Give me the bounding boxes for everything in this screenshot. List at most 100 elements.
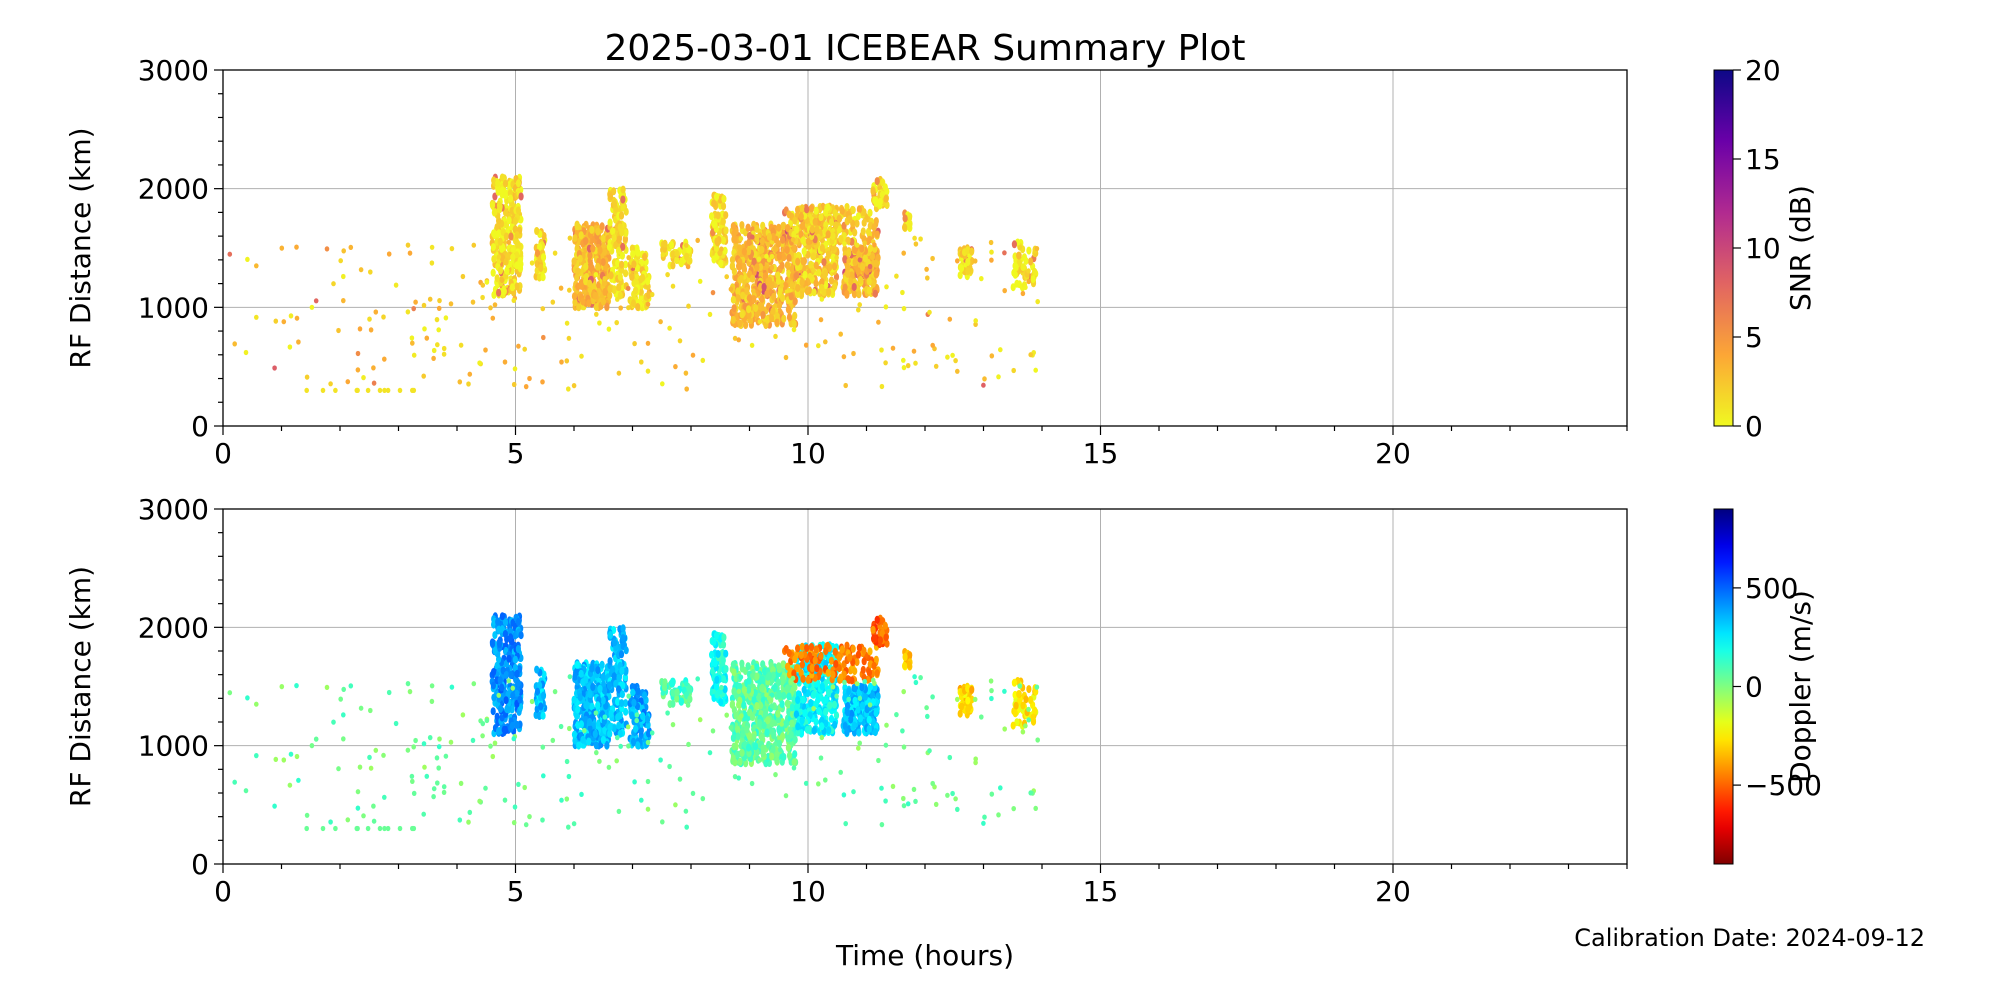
data-point (867, 244, 874, 253)
data-point (616, 370, 622, 376)
data-point (508, 232, 514, 241)
data-point (785, 305, 792, 314)
data-point (723, 226, 729, 235)
data-point (730, 734, 737, 742)
data-point (538, 702, 544, 711)
data-point (600, 258, 606, 267)
y-tick-label: 3000 (138, 54, 209, 87)
data-point (821, 696, 827, 705)
data-point (484, 279, 490, 285)
data-point (639, 359, 644, 365)
data-point (720, 202, 727, 211)
data-point (491, 255, 497, 264)
data-point (731, 742, 737, 751)
data-point (860, 665, 866, 674)
data-point (1013, 263, 1019, 272)
data-point (722, 246, 728, 255)
data-point (642, 691, 648, 700)
data-point (788, 657, 794, 666)
data-point (678, 259, 685, 267)
data-point (836, 653, 842, 662)
data-point (760, 311, 766, 319)
data-point (583, 675, 589, 684)
data-point (674, 256, 680, 265)
data-point (801, 685, 807, 694)
data-point (843, 382, 848, 389)
data-point (907, 212, 913, 221)
data-point (973, 318, 978, 324)
data-point (635, 741, 641, 750)
data-point (754, 672, 760, 681)
data-point (854, 658, 860, 667)
data-point (989, 249, 994, 255)
data-point (927, 309, 932, 315)
data-point (616, 685, 622, 694)
data-point (874, 177, 880, 186)
data-point (410, 340, 415, 346)
data-point (781, 314, 787, 323)
data-point (1020, 263, 1026, 272)
data-point (645, 277, 651, 286)
data-point (597, 320, 602, 326)
data-point (769, 692, 775, 698)
data-point (616, 674, 622, 683)
data-point (579, 791, 584, 798)
data-point (483, 347, 488, 353)
data-point (490, 753, 496, 760)
data-point (818, 213, 824, 222)
data-point (766, 257, 772, 263)
data-point (466, 819, 471, 825)
data-point (850, 206, 856, 215)
data-point (632, 779, 637, 785)
data-point (515, 618, 522, 626)
data-point (499, 173, 505, 182)
data-point (735, 287, 741, 296)
data-point (411, 387, 417, 393)
data-point (458, 342, 464, 348)
data-point (737, 319, 743, 328)
data-point (635, 303, 641, 311)
data-point (1010, 283, 1016, 292)
data-point (619, 251, 626, 260)
data-point (845, 236, 851, 245)
data-point (1023, 256, 1029, 265)
data-point (965, 684, 971, 693)
data-point (601, 247, 608, 256)
data-point (510, 253, 516, 262)
data-point (619, 666, 625, 675)
data-point (905, 801, 911, 807)
data-point (856, 643, 863, 652)
data-point (646, 291, 652, 300)
data-point (583, 237, 589, 245)
data-point (687, 695, 693, 704)
data-point (645, 778, 651, 785)
data-point (514, 720, 520, 729)
data-point (933, 363, 939, 369)
data-point (754, 748, 760, 757)
data-point (849, 237, 855, 246)
x-tick-label: 15 (1083, 437, 1119, 470)
data-point (912, 235, 917, 241)
data-point (357, 326, 363, 332)
data-point (760, 749, 766, 758)
data-point (826, 726, 832, 735)
data-point (930, 780, 935, 787)
data-point (623, 229, 629, 238)
data-point (309, 304, 315, 310)
data-point (989, 688, 994, 694)
data-point (874, 669, 880, 678)
data-point (795, 251, 802, 260)
data-point (620, 624, 626, 633)
data-point (754, 663, 760, 672)
data-point (913, 679, 919, 686)
data-point (600, 736, 607, 744)
data-point (814, 225, 820, 234)
data-point (784, 246, 790, 254)
data-point (587, 279, 593, 288)
data-point (834, 255, 839, 261)
data-point (490, 243, 496, 252)
data-point (799, 222, 806, 231)
data-point (754, 224, 760, 233)
data-point (800, 236, 806, 245)
